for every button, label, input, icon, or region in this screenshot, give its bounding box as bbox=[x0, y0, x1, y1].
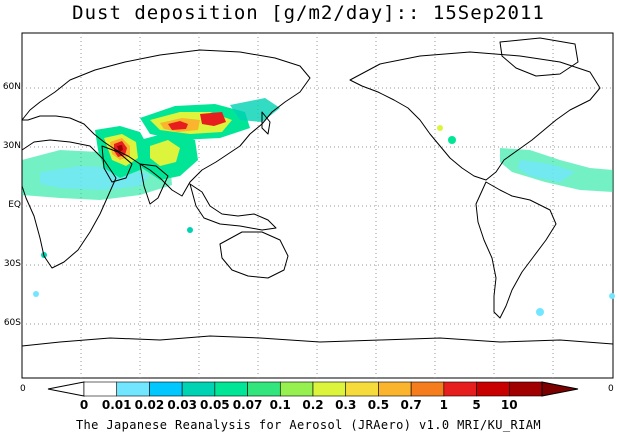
coastline-arabia bbox=[101, 145, 133, 183]
dust-spot-patagonia bbox=[536, 308, 544, 316]
lat-label-eq: EQ bbox=[8, 200, 21, 210]
coastline-south-america bbox=[475, 181, 557, 319]
dust-spot-north-america bbox=[437, 125, 443, 131]
dust-area-gobi-peak bbox=[168, 121, 188, 130]
colorbar-tick-label: 10 bbox=[500, 398, 518, 412]
colorbar-cell bbox=[410, 381, 445, 397]
colorbar bbox=[47, 381, 579, 397]
colorbar-cell bbox=[181, 381, 216, 397]
coastline-north-america bbox=[349, 51, 601, 181]
coastlines bbox=[21, 37, 614, 347]
graticule bbox=[22, 33, 613, 378]
dust-area-gobi-east bbox=[200, 112, 226, 126]
credit-line: The Japanese Reanalysis for Aerosol (JRA… bbox=[75, 418, 542, 432]
colorbar-tick-label: 5 bbox=[472, 398, 481, 412]
dust-area-east-asia bbox=[230, 98, 280, 122]
lon-label-left: 0 bbox=[20, 384, 26, 394]
coastline-antarctica bbox=[21, 335, 614, 347]
dust-shading bbox=[22, 98, 615, 316]
colorbar-cell bbox=[345, 381, 379, 397]
colorbar-cell bbox=[378, 381, 412, 397]
colorbar-cells bbox=[47, 381, 579, 397]
lat-label-60n: 60N bbox=[2, 82, 21, 92]
coastline-australia bbox=[219, 231, 289, 279]
coastline-southeast-asia bbox=[189, 183, 277, 231]
lat-label-30s: 30S bbox=[3, 259, 21, 269]
lat-label-30n: 30N bbox=[2, 141, 21, 151]
colorbar-cell bbox=[247, 381, 281, 397]
dust-area-arabia-max bbox=[117, 145, 123, 152]
colorbar-tick-label: 0.03 bbox=[167, 398, 197, 412]
colorbar-tick-label: 0.7 bbox=[400, 398, 422, 412]
coastline-india bbox=[139, 163, 169, 205]
colorbar-cell bbox=[83, 381, 118, 397]
colorbar-arrow-low bbox=[47, 381, 85, 397]
coastline-eurasia bbox=[21, 49, 311, 197]
colorbar-cell bbox=[476, 381, 510, 397]
colorbar-cell bbox=[279, 381, 314, 397]
colorbar-cell bbox=[149, 381, 183, 397]
colorbar-cell bbox=[116, 381, 150, 397]
dust-spot-north-america-b bbox=[448, 136, 456, 144]
dust-area-india-mid bbox=[150, 140, 180, 166]
dust-area-caribbean-core bbox=[518, 160, 575, 182]
dust-spot-southwest-pacific bbox=[609, 293, 615, 299]
dust-spot-atlantic bbox=[33, 291, 39, 297]
coastline-africa bbox=[21, 139, 117, 269]
colorbar-tick-label: 0.01 bbox=[101, 398, 132, 412]
dust-spot-australia bbox=[187, 227, 193, 233]
colorbar-cell bbox=[443, 381, 477, 397]
coastline-japan bbox=[261, 111, 271, 135]
coastline-greenland bbox=[499, 37, 579, 77]
colorbar-tick-label: 1 bbox=[439, 398, 449, 412]
colorbar-tick-label: 0.3 bbox=[335, 398, 357, 412]
colorbar-tick-label: 0.05 bbox=[200, 398, 230, 412]
colorbar-tick-label: 0.2 bbox=[302, 398, 324, 412]
colorbar-tick-label: 0 bbox=[79, 398, 89, 412]
colorbar-tick-label: 0.1 bbox=[269, 398, 291, 412]
colorbar-tick-label: 0.5 bbox=[367, 398, 390, 412]
lon-label-right: 0 bbox=[608, 384, 614, 394]
colorbar-tick-label: 0.07 bbox=[232, 398, 263, 412]
colorbar-cell bbox=[312, 381, 347, 397]
colorbar-cell bbox=[508, 381, 543, 397]
colorbar-cell bbox=[214, 381, 248, 397]
colorbar-arrow-high bbox=[541, 381, 579, 397]
map-title: Dust deposition [g/m2/day]:: 15Sep2011 bbox=[72, 2, 545, 24]
colorbar-tick-label: 0.02 bbox=[134, 398, 165, 412]
lat-label-60s: 60S bbox=[3, 318, 21, 328]
